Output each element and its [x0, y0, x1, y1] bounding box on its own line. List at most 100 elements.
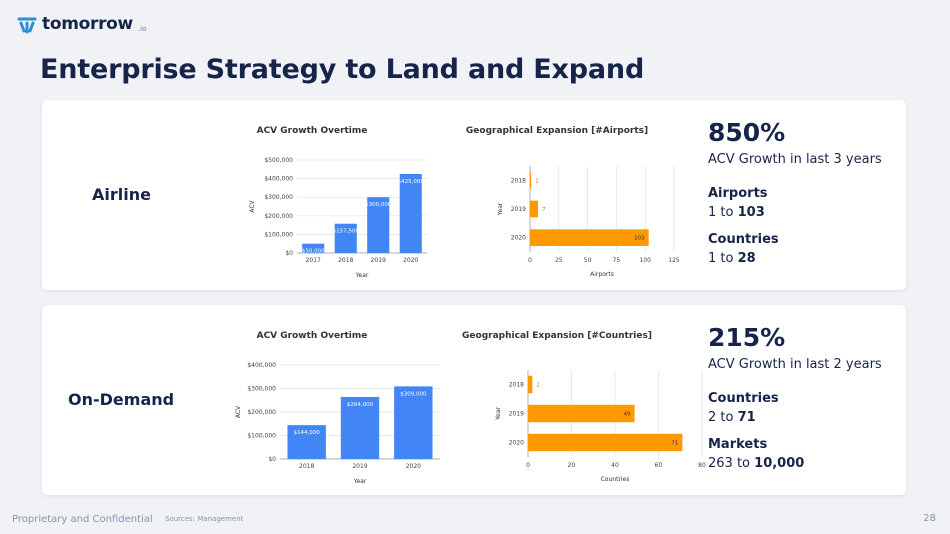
x-tick-label: 75 — [613, 257, 621, 264]
x-tick-label: 100 — [639, 257, 651, 264]
x-tick-label: 2020 — [403, 257, 418, 264]
logo: tomorrow .io — [16, 14, 146, 34]
x-axis-label: Year — [355, 272, 369, 279]
x-tick-label: 40 — [611, 462, 619, 469]
logo-text: tomorrow — [42, 14, 133, 34]
data-label: $309,000 — [400, 391, 427, 397]
segment-label-on-demand: On-Demand — [68, 390, 175, 409]
bar — [530, 200, 539, 218]
metric-big-value: 215% — [708, 323, 786, 352]
segment-label-airline: Airline — [92, 185, 151, 204]
y-tick-label: $400,000 — [247, 362, 276, 369]
metric-1-label: Countries — [708, 391, 779, 406]
y-axis-label: ACV — [249, 199, 256, 212]
x-tick-label: 0 — [526, 462, 530, 469]
x-tick-label: 2019 — [352, 463, 367, 470]
data-label: 7 — [542, 207, 546, 213]
y-tick-label: $400,000 — [264, 176, 293, 183]
data-label: $50,000 — [302, 249, 325, 255]
geo-chart-on-demand: 0 20 40 60 80 2 2018 49 2019 71 2020 Countries Year — [495, 370, 706, 483]
x-tick-label: 50 — [584, 257, 592, 264]
x-tick-label: 60 — [655, 462, 663, 469]
logo-suffix: .io — [137, 24, 147, 33]
metric-2-value: 1 to 28 — [708, 251, 756, 266]
x-axis-label: Year — [353, 478, 367, 485]
airline-card: Airline ACV Growth Overtime $0 $100,000 $2… — [42, 100, 906, 290]
page-number: 28 — [923, 513, 936, 524]
x-tick-label: 2017 — [306, 257, 321, 264]
data-label: 71 — [671, 441, 678, 447]
acv-chart-title: ACV Growth Overtime — [256, 331, 368, 341]
y-tick-label: $200,000 — [247, 409, 276, 416]
bar — [287, 425, 326, 459]
x-tick-label: 125 — [668, 257, 680, 264]
bar — [399, 173, 422, 253]
data-label: $144,000 — [294, 430, 321, 436]
bar — [530, 229, 649, 246]
x-tick-label: 0 — [528, 257, 532, 264]
footer-sources: Sources: Management — [165, 515, 244, 523]
x-tick-label: 80 — [698, 462, 706, 469]
bar — [334, 223, 357, 253]
geo-chart-title: Geographical Expansion [#Countries] — [462, 331, 652, 341]
y-tick-label: 2018 — [511, 177, 526, 184]
x-tick-label: 25 — [555, 257, 563, 264]
metric-big-subtitle: ACV Growth in last 3 years — [708, 152, 882, 167]
tomorrow-logo-icon — [17, 17, 37, 34]
page-title: Enterprise Strategy to Land and Expand — [40, 54, 645, 85]
y-axis-label: Year — [497, 202, 504, 216]
data-label: 103 — [634, 236, 645, 242]
x-tick-label: 2019 — [371, 257, 386, 264]
bar — [340, 396, 380, 459]
x-tick-label: 2018 — [338, 257, 353, 264]
y-tick-label: 2018 — [509, 382, 524, 389]
metric-2-label: Markets — [708, 437, 768, 452]
y-tick-label: 2019 — [511, 206, 526, 213]
geo-chart-airline: 0 25 50 75 100 125 1 2018 7 2019 103 2020 Airports Ye… — [497, 166, 680, 278]
data-label: $264,000 — [347, 402, 374, 408]
y-tick-label: $500,000 — [264, 157, 293, 164]
y-tick-label: $0 — [268, 456, 276, 463]
y-tick-label: $300,000 — [247, 386, 276, 393]
x-axis-label: Airports — [590, 271, 614, 278]
metric-1-value: 2 to 71 — [708, 410, 756, 425]
footer-confidential: Proprietary and Confidential — [12, 514, 153, 525]
x-tick-label: 2020 — [406, 463, 421, 470]
metric-big-subtitle: ACV Growth in last 2 years — [708, 357, 882, 372]
y-tick-label: $100,000 — [247, 433, 276, 440]
y-tick-label: $100,000 — [264, 231, 293, 238]
y-tick-label: 2020 — [509, 440, 524, 447]
x-tick-label: 2018 — [299, 463, 314, 470]
bar — [302, 243, 325, 253]
y-tick-label: $200,000 — [264, 213, 293, 220]
bar — [528, 433, 683, 452]
y-tick-label: 2019 — [509, 411, 524, 418]
y-tick-label: 2020 — [511, 235, 526, 242]
bar — [528, 404, 635, 423]
y-axis-label: ACV — [235, 405, 242, 418]
bar — [528, 375, 533, 394]
y-axis-label: Year — [495, 407, 502, 421]
acv-chart-title: ACV Growth Overtime — [256, 126, 368, 136]
metric-1-value: 1 to 103 — [708, 205, 765, 220]
x-tick-label: 20 — [568, 462, 576, 469]
on-demand-card: On-Demand ACV Growth Overtime $0 $100,000… — [42, 305, 906, 495]
geo-chart-title: Geographical Expansion [#Airports] — [465, 126, 649, 136]
data-label: $157,500 — [333, 229, 360, 235]
metric-big-value: 850% — [708, 118, 786, 147]
data-label: 2 — [536, 383, 540, 389]
bar — [394, 386, 433, 459]
data-label: 1 — [535, 178, 539, 184]
acv-chart-on-demand: $0 $100,000 $200,000 $300,000 $400,000 $144,0… — [235, 362, 440, 485]
metric-2-value: 263 to 10,000 — [708, 456, 805, 471]
metric-1-label: Airports — [708, 186, 768, 201]
data-label: $425,000 — [398, 179, 425, 185]
data-label: $300,000 — [365, 202, 392, 208]
bar — [530, 172, 532, 189]
acv-chart-airline: $0 $100,000 $200,000 $300,000 $400,000 $500,0… — [249, 157, 427, 279]
y-tick-label: $300,000 — [264, 194, 293, 201]
x-axis-label: Countries — [601, 476, 630, 483]
metric-2-label: Countries — [708, 232, 779, 247]
data-label: 49 — [624, 412, 631, 418]
y-tick-label: $0 — [285, 250, 293, 257]
